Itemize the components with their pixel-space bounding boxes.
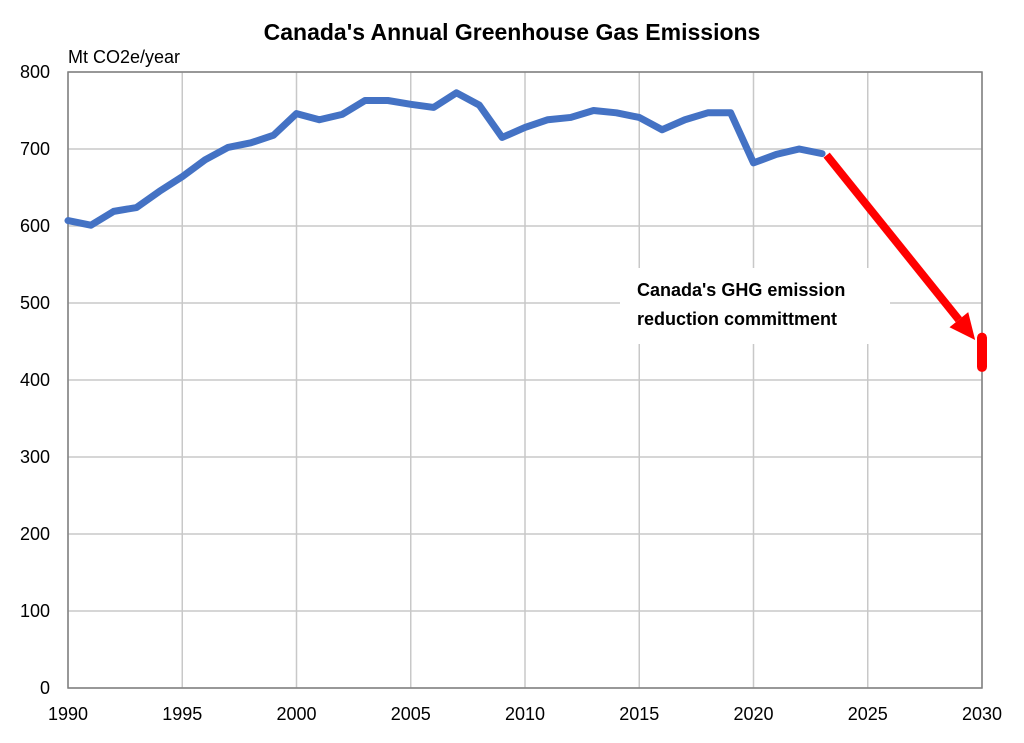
gridlines bbox=[67, 71, 983, 689]
x-tick-label: 1990 bbox=[48, 704, 88, 724]
x-tick-label: 2020 bbox=[733, 704, 773, 724]
y-tick-label: 0 bbox=[40, 678, 50, 698]
x-tick-label: 2030 bbox=[962, 704, 1002, 724]
x-tick-label: 2015 bbox=[619, 704, 659, 724]
annotation-line-1: Canada's GHG emission bbox=[637, 280, 845, 300]
y-axis-label: Mt CO2e/year bbox=[68, 47, 180, 67]
reduction-arrow-head bbox=[949, 312, 976, 340]
series-layer bbox=[64, 89, 987, 372]
annotation-background bbox=[620, 268, 890, 344]
x-tick-label: 2025 bbox=[848, 704, 888, 724]
reduction-arrow-shaft bbox=[823, 152, 962, 323]
y-tick-label: 400 bbox=[20, 370, 50, 390]
y-tick-label: 800 bbox=[20, 62, 50, 82]
y-tick-label: 200 bbox=[20, 524, 50, 544]
x-tick-label: 2005 bbox=[391, 704, 431, 724]
x-tick-label: 2000 bbox=[276, 704, 316, 724]
y-tick-label: 700 bbox=[20, 139, 50, 159]
y-tick-label: 600 bbox=[20, 216, 50, 236]
x-tick-label: 2010 bbox=[505, 704, 545, 724]
annotation-line-2: reduction committment bbox=[637, 309, 837, 329]
annotation-box: Canada's GHG emission reduction committm… bbox=[620, 268, 890, 344]
plot-frame bbox=[67, 71, 983, 689]
x-tick-label: 1995 bbox=[162, 704, 202, 724]
y-tick-label: 300 bbox=[20, 447, 50, 467]
y-tick-label: 100 bbox=[20, 601, 50, 621]
chart-title: Canada's Annual Greenhouse Gas Emissions bbox=[264, 19, 761, 45]
y-tick-label: 500 bbox=[20, 293, 50, 313]
tick-labels: 1990 1995 2000 2005 2010 2015 2020 2025 2030 0 100… bbox=[20, 62, 1002, 724]
emissions-line bbox=[64, 89, 826, 229]
